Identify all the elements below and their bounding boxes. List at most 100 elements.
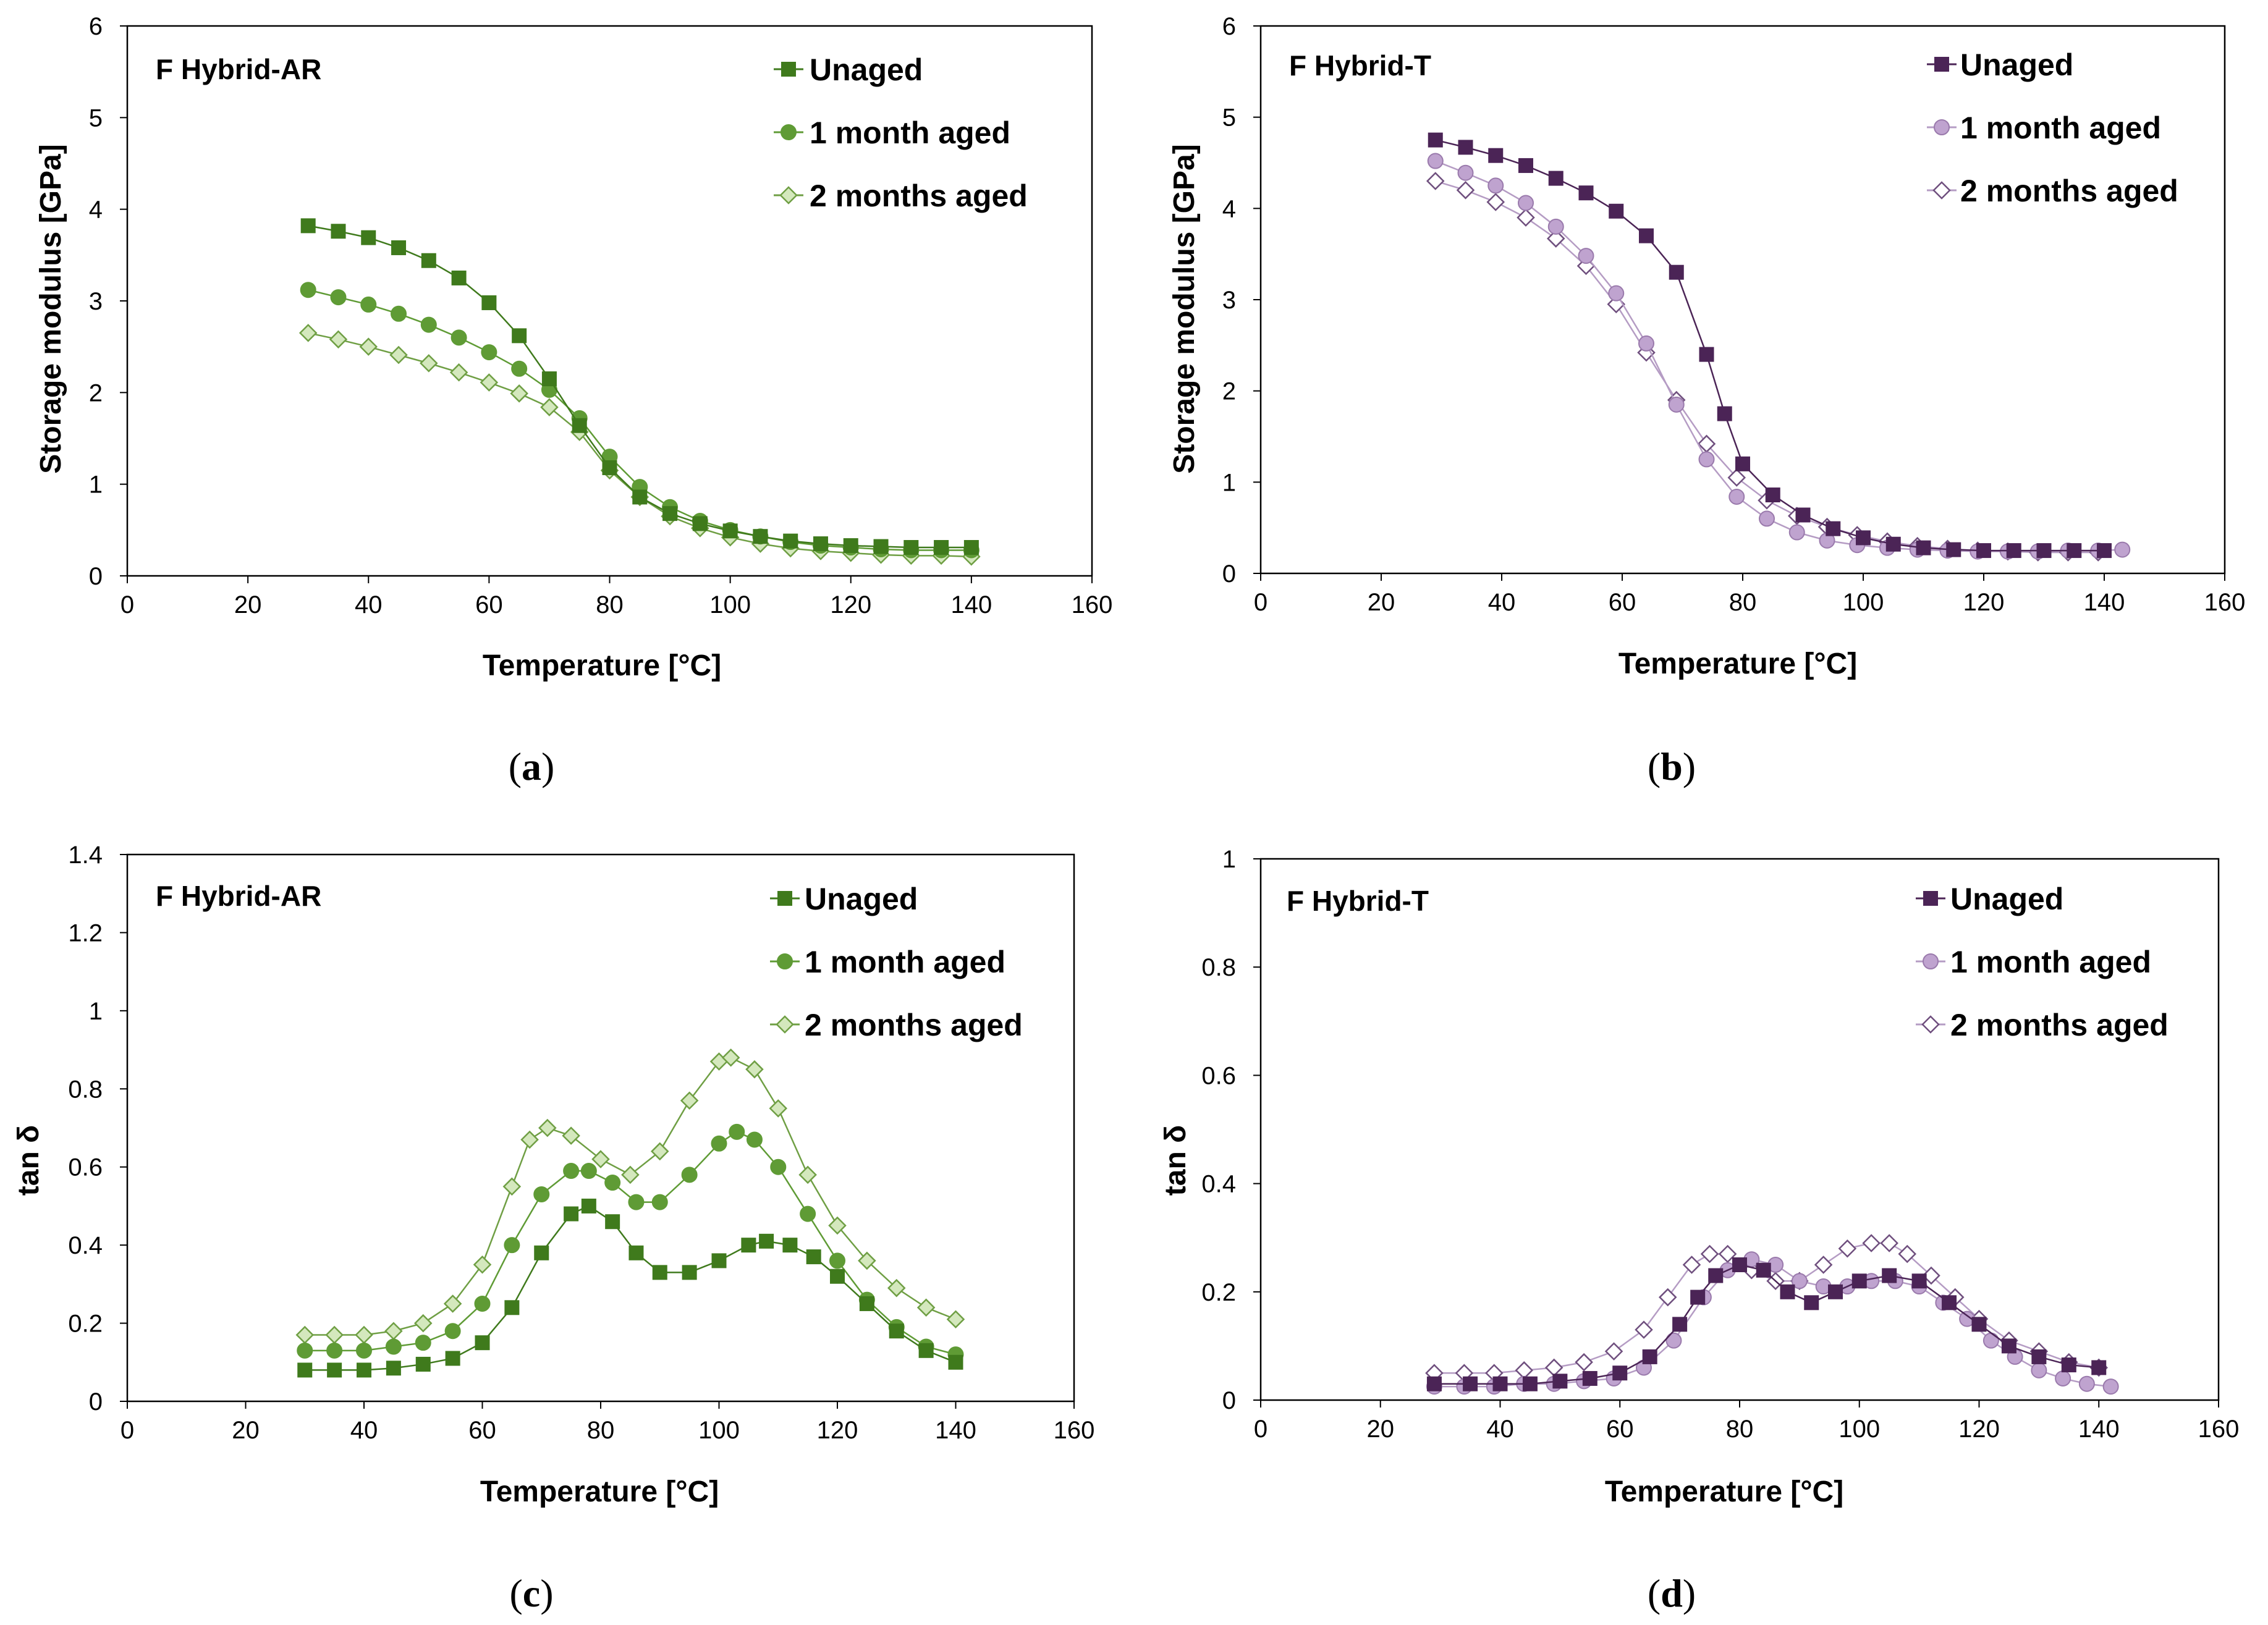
data-point-2months-d — [1658, 1288, 1677, 1307]
plot-frame-a — [126, 25, 1093, 577]
data-point-2months-c — [591, 1150, 610, 1168]
legend-marker-unaged-c — [777, 891, 792, 906]
data-point-unaged-b — [1735, 456, 1750, 471]
data-point-unaged-b — [2097, 543, 2112, 559]
data-point-unaged-b — [1578, 185, 1594, 201]
legend-marker-unaged-d — [1923, 891, 1938, 906]
data-point-unaged-b — [1976, 543, 1991, 559]
x-tick-label: 20 — [232, 1417, 260, 1444]
data-point-2months-b — [1486, 193, 1505, 211]
legend-c: Unaged 1 month aged 2 months aged — [770, 882, 1023, 1042]
data-point-unaged-b — [1826, 521, 1841, 536]
data-point-unaged-b — [1765, 488, 1780, 503]
data-point-unaged-d — [1708, 1268, 1724, 1283]
legend-label-2months-a: 2 months aged — [810, 179, 1028, 213]
data-point-unaged-c — [948, 1354, 963, 1370]
legend-label-2months-d: 2 months aged — [1950, 1008, 2169, 1042]
data-point-2months-d — [1838, 1239, 1857, 1258]
y-tick-label: 5 — [1222, 104, 1236, 132]
data-point-unaged-a — [300, 218, 316, 234]
panel-d: 0 20 40 60 80 100 120 140 160 0 0.2 0.4 0.6 0.8 1 F Hy… — [1159, 846, 2239, 1615]
data-point-unaged-a — [572, 418, 587, 433]
y-tick-label: 0.2 — [1201, 1279, 1236, 1306]
data-point-unaged-a — [331, 224, 346, 239]
y-axis-label-d: tan δ — [1159, 1125, 1192, 1196]
data-point-1month-d — [2102, 1378, 2119, 1395]
data-point-2months-a — [510, 384, 528, 403]
data-point-unaged-d — [1882, 1268, 1897, 1283]
data-point-2months-c — [502, 1177, 522, 1196]
data-point-unaged-d — [1492, 1376, 1508, 1391]
x-tick-label: 100 — [698, 1417, 740, 1444]
data-point-1month-a — [420, 316, 437, 333]
data-point-unaged-d — [2031, 1349, 2047, 1364]
data-point-2months-a — [389, 345, 408, 365]
data-point-1month-b — [1608, 285, 1625, 302]
y-tick-label: 4 — [1222, 195, 1236, 222]
data-point-unaged-b — [2006, 543, 2021, 559]
y-tick-label: 0.6 — [1201, 1062, 1236, 1089]
data-point-unaged-a — [963, 540, 979, 555]
data-point-2months-a — [449, 363, 468, 382]
data-point-1month-c — [746, 1131, 763, 1148]
legend-marker-1month-b — [1934, 119, 1950, 135]
data-point-unaged-b — [1488, 148, 1504, 163]
legend-marker-2months-d — [1921, 1015, 1940, 1034]
data-point-1month-d — [1982, 1332, 1999, 1349]
x-tick-label: 140 — [951, 591, 992, 618]
data-point-1month-d — [2031, 1362, 2047, 1378]
x-tick-label: 40 — [1488, 589, 1516, 616]
data-point-2months-a — [480, 373, 499, 392]
data-point-2months-c — [721, 1048, 740, 1067]
x-tick-label: 0 — [1254, 589, 1267, 616]
data-point-1month-b — [2114, 541, 2131, 558]
x-tick-label: 20 — [1368, 589, 1395, 616]
data-point-2months-c — [680, 1091, 699, 1110]
data-point-unaged-a — [783, 533, 798, 549]
data-point-unaged-d — [1426, 1376, 1442, 1391]
data-point-1month-a — [451, 329, 467, 346]
panel-title-a: F Hybrid-AR — [156, 53, 321, 85]
legend-marker-1month-d — [1923, 953, 1939, 969]
data-point-unaged-c — [475, 1335, 490, 1351]
legend-marker-2months-c — [776, 1015, 794, 1034]
data-point-1month-c — [580, 1163, 597, 1180]
data-point-unaged-d — [1971, 1317, 1987, 1332]
y-tick-label: 2 — [89, 379, 103, 407]
data-point-1month-a — [360, 296, 377, 313]
x-tick-label: 120 — [817, 1417, 858, 1444]
data-point-unaged-d — [1780, 1284, 1795, 1299]
legend-marker-unaged-b — [1934, 57, 1949, 72]
data-point-1month-c — [729, 1123, 745, 1140]
data-point-2months-c — [887, 1278, 906, 1298]
data-point-2months-d — [1898, 1244, 1917, 1264]
x-tick-label: 100 — [1843, 589, 1884, 616]
data-point-unaged-a — [541, 371, 557, 387]
data-point-1month-c — [770, 1159, 787, 1175]
data-point-2months-b — [1517, 208, 1535, 227]
data-point-1month-b — [1518, 195, 1534, 211]
data-point-unaged-a — [813, 536, 828, 552]
data-point-2months-c — [858, 1251, 876, 1270]
caption-b: (b) — [1648, 745, 1696, 788]
x-tick-label: 80 — [1726, 1416, 1754, 1443]
x-tick-label: 40 — [1486, 1416, 1514, 1443]
data-point-unaged-c — [682, 1265, 697, 1280]
data-point-unaged-b — [1699, 347, 1714, 362]
legend-label-unaged-a: Unaged — [810, 53, 923, 87]
data-point-unaged-a — [632, 489, 648, 505]
data-point-1month-c — [504, 1237, 520, 1254]
x-tick-label: 140 — [2078, 1416, 2120, 1443]
x-tick-label: 60 — [475, 591, 503, 618]
data-point-2months-a — [359, 337, 378, 356]
data-point-unaged-a — [391, 240, 407, 255]
legend-marker-1month-a — [781, 124, 797, 140]
data-point-1month-c — [628, 1194, 645, 1210]
data-marks-c — [295, 1048, 965, 1378]
data-point-2months-b — [1727, 468, 1746, 487]
data-point-1month-b — [1547, 218, 1564, 235]
data-point-unaged-c — [357, 1362, 371, 1378]
legend-label-1month-a: 1 month aged — [810, 116, 1010, 150]
